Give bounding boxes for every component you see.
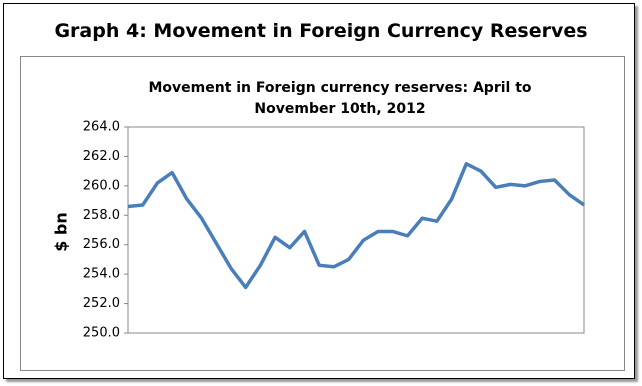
frame [3,3,635,379]
plot-area [127,126,585,334]
y-tick-label: 254.0 [83,267,120,282]
y-tick-label: 262.0 [83,149,120,164]
y-tick-label: 264.0 [83,120,120,135]
y-tick-label: 260.0 [83,178,120,193]
chart-title: Movement in Foreign currency reserves: A… [148,80,532,117]
y-axis-label: $ bn [52,212,71,252]
data-line [127,162,586,290]
y-tick-label: 258.0 [83,208,120,223]
page-title: Graph 4: Movement in Foreign Currency Re… [54,20,588,42]
chart-area [20,56,625,371]
y-tick-label: 252.0 [83,296,120,311]
y-tick-label: 250.0 [83,326,120,341]
y-tick-label: 256.0 [83,237,120,252]
